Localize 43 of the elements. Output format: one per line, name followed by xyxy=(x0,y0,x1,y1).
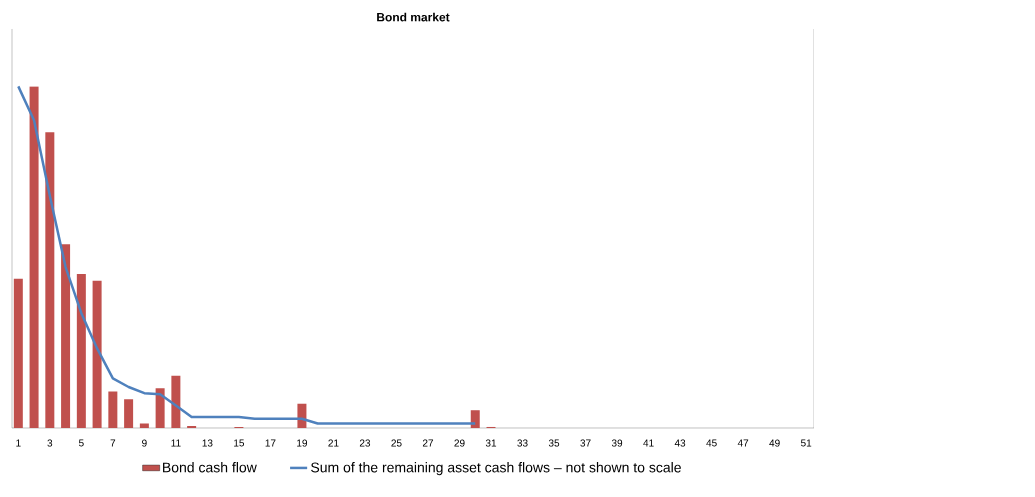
x-tick-label: 43 xyxy=(674,439,686,447)
x-tick-label: 17 xyxy=(265,439,276,447)
x-tick-label: 15 xyxy=(234,439,245,447)
x-tick-label: 27 xyxy=(422,439,434,447)
bar xyxy=(76,273,86,428)
bar xyxy=(139,423,149,428)
bar xyxy=(29,86,39,428)
legend-label: Sum of the remaining asset cash flows – not shown to scale xyxy=(311,462,681,476)
x-tick-label: 45 xyxy=(706,439,717,447)
x-tick-label: 35 xyxy=(548,439,560,447)
x-tick-label: 37 xyxy=(580,439,591,447)
x-tick-label: 31 xyxy=(485,439,497,447)
x-tick-label: 13 xyxy=(202,439,213,447)
x-tick-label: 49 xyxy=(769,439,780,447)
x-tick-label: 23 xyxy=(359,439,371,447)
bar xyxy=(92,280,102,428)
x-tick-label: 5 xyxy=(78,439,84,447)
x-tick-label: 3 xyxy=(47,439,53,447)
bar xyxy=(187,425,197,428)
bar xyxy=(124,399,134,428)
x-tick-label: 7 xyxy=(110,439,116,447)
x-tick-label: 19 xyxy=(297,439,308,447)
x-tick-label: 41 xyxy=(643,439,654,447)
x-tick-label: 1 xyxy=(16,439,21,447)
x-tick-label: 47 xyxy=(737,439,749,447)
x-tick-label: 9 xyxy=(142,439,147,447)
bar xyxy=(470,410,480,428)
x-tick-label: 29 xyxy=(454,439,465,447)
chart-title: Bond market xyxy=(377,12,450,22)
x-tick-label: 25 xyxy=(391,439,402,447)
x-tick-label: 11 xyxy=(171,439,181,447)
x-tick-label: 51 xyxy=(800,439,812,447)
x-tick-label: 21 xyxy=(328,439,339,447)
bar xyxy=(61,244,71,428)
bar xyxy=(45,132,55,428)
bar xyxy=(171,375,181,428)
bar xyxy=(155,388,165,428)
bar xyxy=(297,403,307,428)
bar xyxy=(108,391,118,428)
x-tick-label: 33 xyxy=(517,439,528,447)
x-tick-label: 39 xyxy=(611,439,623,447)
legend-label: Bond cash flow xyxy=(163,462,257,473)
bar xyxy=(13,278,23,428)
